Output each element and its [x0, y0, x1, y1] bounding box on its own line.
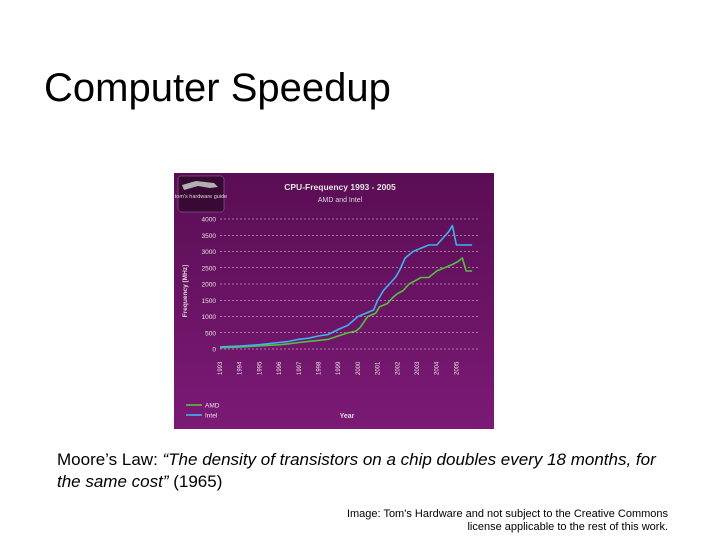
x-tick-label: 1997	[297, 361, 303, 375]
x-tick-label: 1998	[316, 361, 322, 375]
y-tick-label: 2000	[202, 282, 217, 289]
legend-label-amd: AMD	[205, 403, 220, 410]
x-axis-label: Year	[340, 413, 355, 420]
chart-title: CPU-Frequency 1993 - 2005	[284, 182, 396, 192]
series-line-intel	[219, 224, 473, 348]
x-tick-label: 1995	[257, 361, 263, 375]
y-tick-label: 3500	[202, 233, 217, 240]
y-axis-label: Frequency [MHz]	[182, 265, 189, 317]
chart-svg: tom's hardware guide CPU-Frequency 1993 …	[174, 173, 494, 429]
y-tick-label: 500	[205, 330, 216, 337]
grid	[220, 218, 480, 350]
x-tick-label: 2003	[415, 361, 421, 375]
x-tick-label: 2002	[395, 361, 401, 375]
quote-text: “The density of transistors on a chip do…	[57, 450, 656, 491]
chart-subtitle: AMD and Intel	[318, 197, 363, 204]
legend: AMD Intel	[186, 403, 220, 420]
y-tick-label: 2500	[202, 265, 217, 272]
moores-law-quote: Moore’s Law: “The density of transistors…	[57, 449, 677, 493]
y-tick-label: 3000	[202, 249, 217, 256]
legend-label-intel: Intel	[205, 413, 218, 420]
slide-title: Computer Speedup	[44, 66, 391, 110]
x-tick-label: 1996	[277, 361, 283, 375]
x-tick-label: 2004	[435, 361, 441, 375]
x-tick-labels: 1993 1994 1995 1996 1997 1998 1999 2000 2001 2002…	[218, 361, 460, 375]
logo-text: tom's hardware guide	[175, 194, 227, 200]
y-tick-label: 1000	[202, 314, 217, 321]
y-tick-label: 1500	[202, 298, 217, 305]
y-tick-label: 4000	[202, 217, 217, 224]
x-tick-label: 1999	[336, 361, 342, 375]
x-tick-label: 1993	[218, 361, 224, 375]
y-tick-label: 0	[212, 347, 216, 354]
x-tick-label: 2000	[356, 361, 362, 375]
quote-prefix: Moore’s Law:	[57, 450, 163, 469]
logo: tom's hardware guide	[175, 175, 227, 213]
image-credit: Image: Tom's Hardware and not subject to…	[346, 508, 668, 533]
chart-background	[174, 173, 494, 429]
y-tick-labels: 0 500 1000 1500 2000 2500 3000 3500 4000	[202, 217, 217, 354]
series-line-amd	[219, 257, 473, 349]
quote-year: (1965)	[168, 472, 223, 491]
x-tick-label: 1994	[238, 361, 244, 375]
series-lines	[219, 224, 473, 349]
cpu-frequency-chart: tom's hardware guide CPU-Frequency 1993 …	[174, 173, 494, 429]
x-tick-label: 2005	[454, 361, 460, 375]
x-tick-label: 2001	[376, 361, 382, 375]
